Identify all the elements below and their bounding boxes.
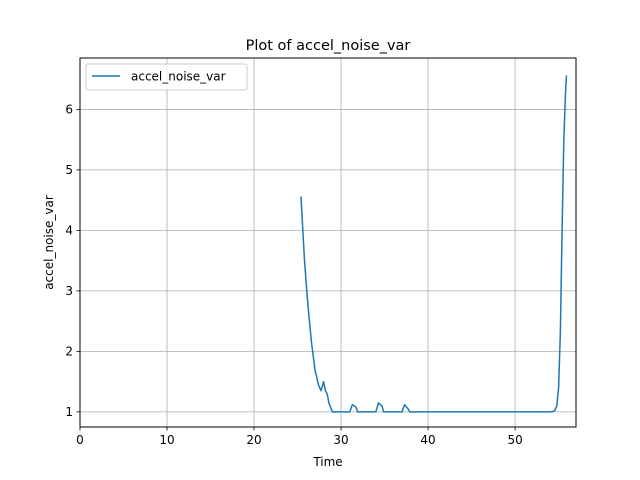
series-layer (300, 75, 568, 413)
y-tick-label: 2 (65, 345, 73, 359)
x-tick-label: 10 (159, 433, 174, 447)
y-tick-label: 5 (65, 163, 73, 177)
y-tick-label: 4 (65, 224, 73, 238)
grid (79, 58, 576, 427)
x-tick-label: 0 (76, 433, 84, 447)
x-axis-title: Time (312, 455, 342, 469)
plot-frame (79, 57, 577, 428)
y-axis-title: accel_noise_var (42, 195, 56, 290)
y-tick-label: 6 (65, 103, 73, 117)
legend-box (85, 63, 248, 91)
x-tick-label: 40 (420, 433, 435, 447)
x-tick-label: 50 (507, 433, 522, 447)
series-line (300, 75, 568, 413)
chart-title: Plot of accel_noise_var (246, 38, 411, 54)
x-tick-label: 30 (333, 433, 348, 447)
axis-ticks: 0 10 20 30 40 50 1 2 3 4 5 6 (65, 103, 522, 447)
legend-label: accel_noise_var (131, 70, 226, 84)
y-tick-label: 1 (65, 405, 73, 419)
legend: accel_noise_var (85, 63, 248, 91)
x-tick-label: 20 (246, 433, 261, 447)
y-tick-label: 3 (65, 284, 73, 298)
